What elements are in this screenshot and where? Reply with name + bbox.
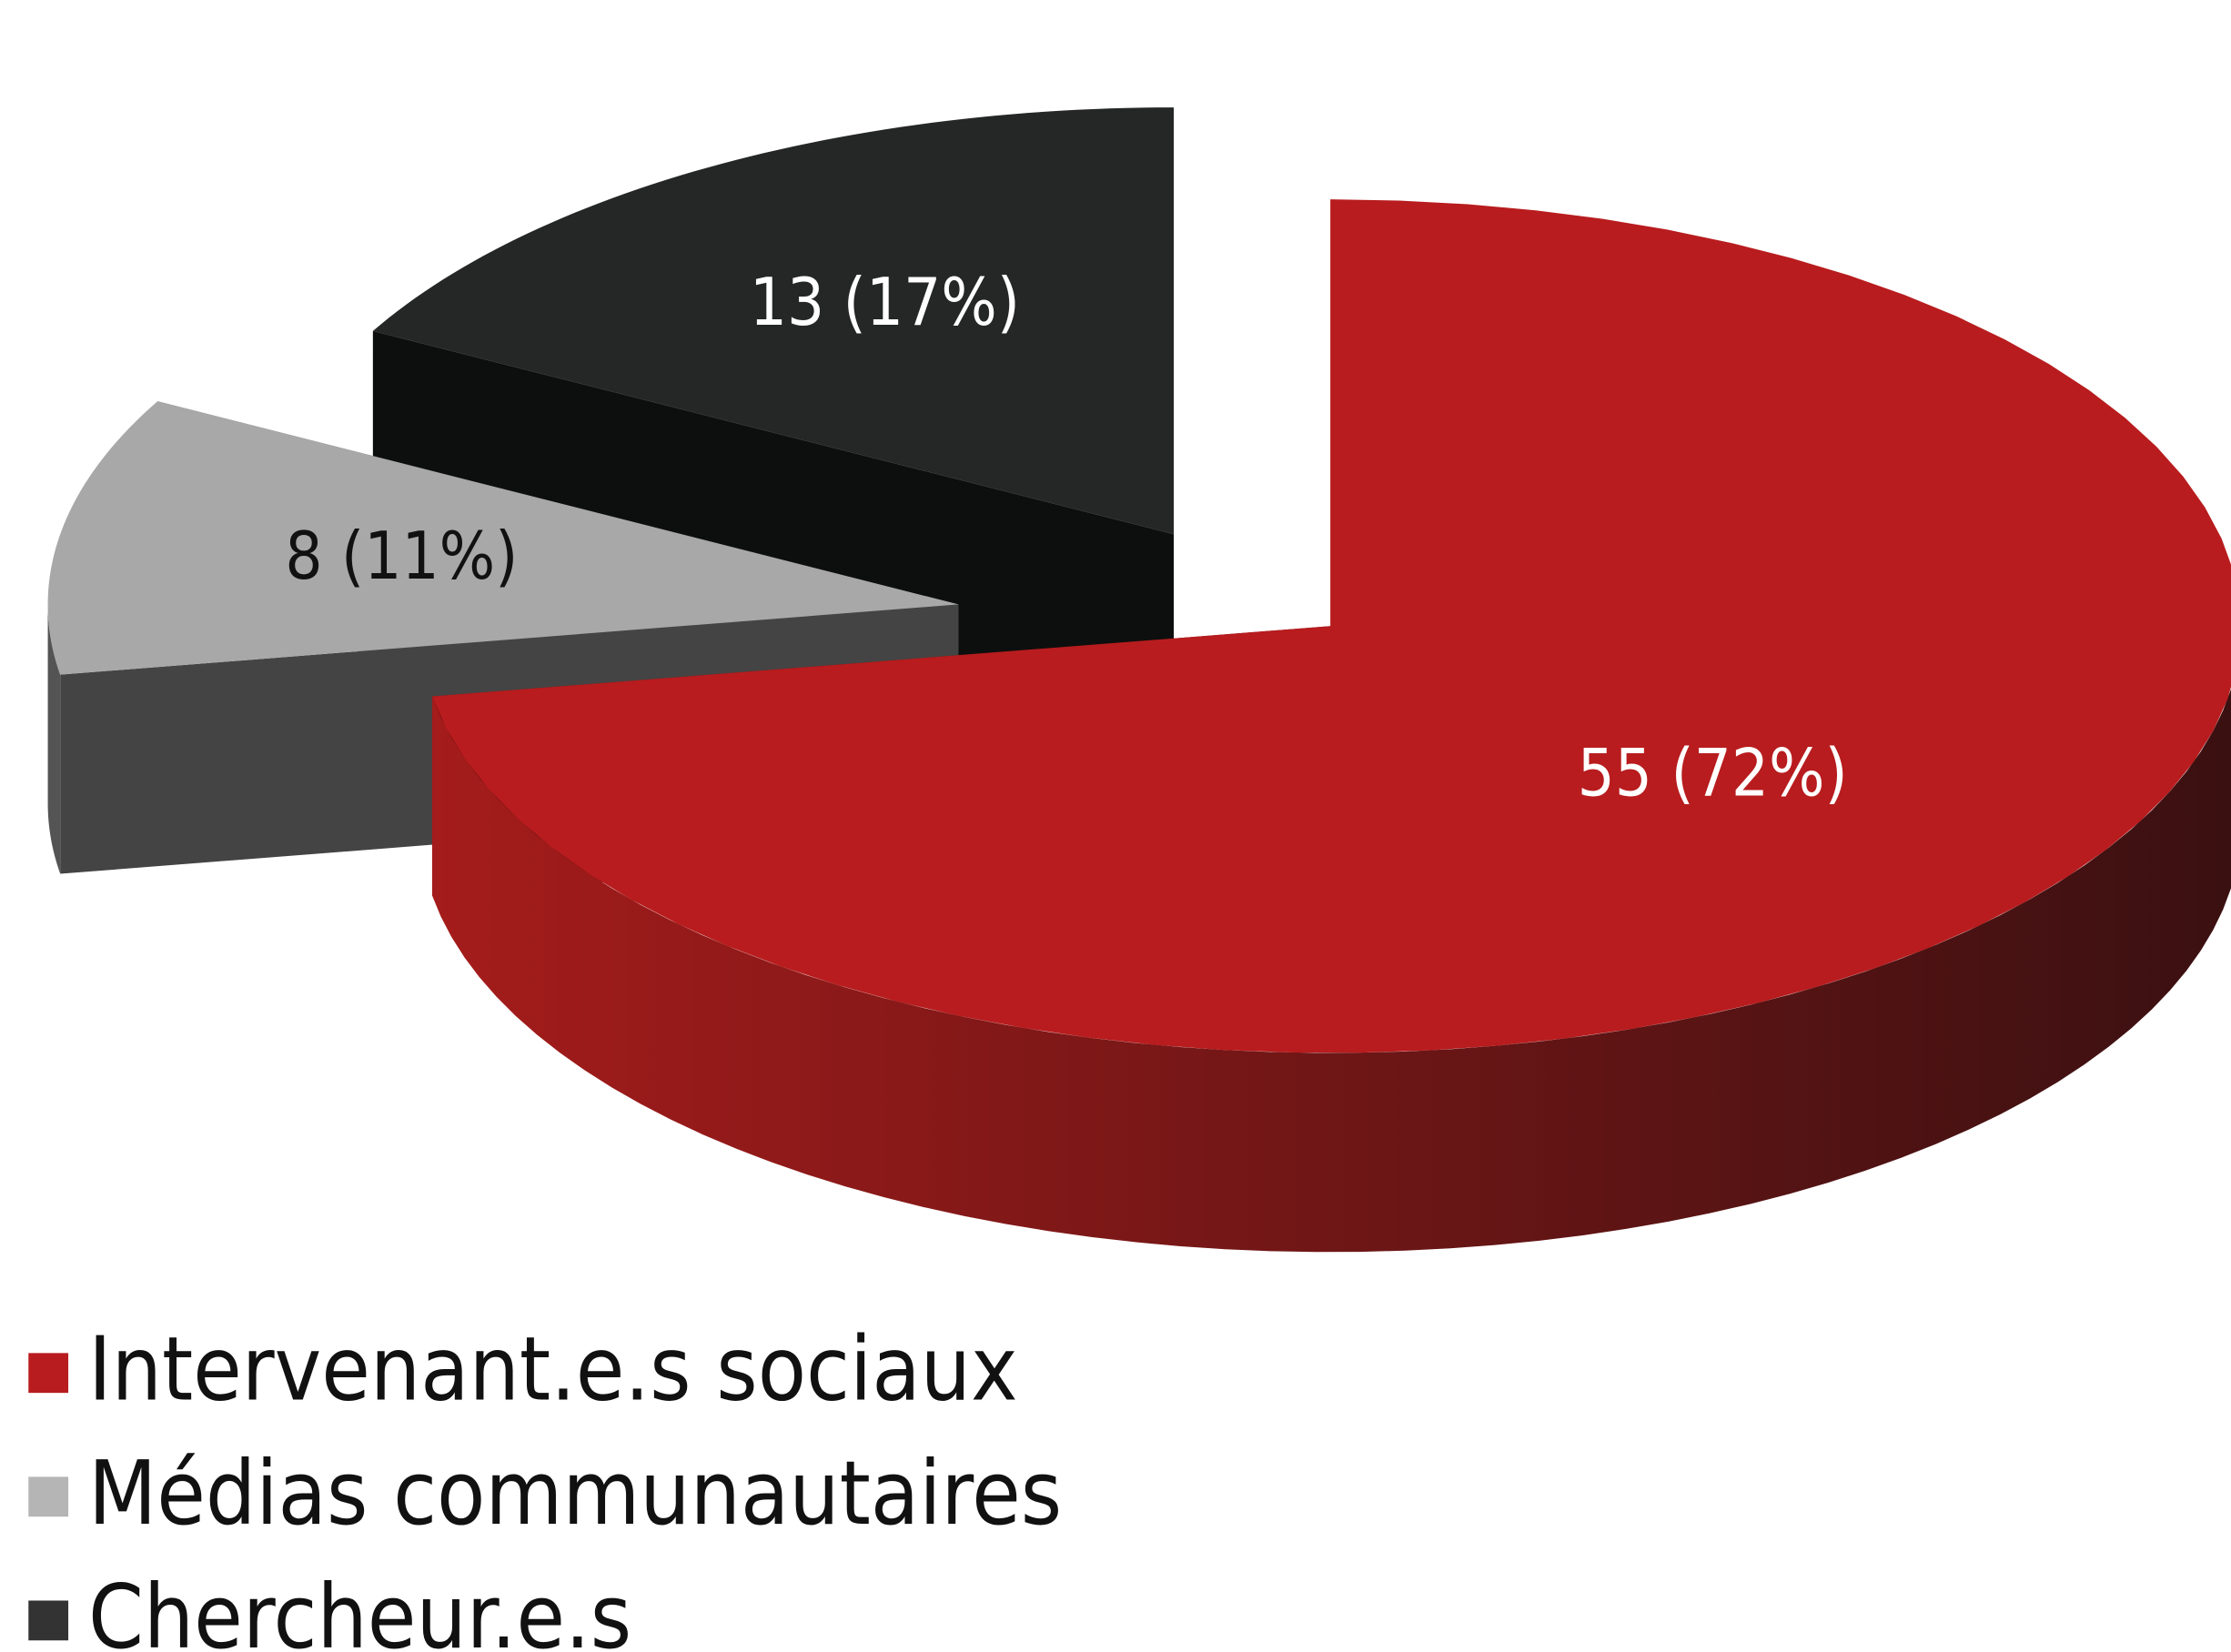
legend-swatch bbox=[28, 1353, 69, 1394]
slice-wall bbox=[372, 330, 1175, 734]
slice-side bbox=[431, 689, 2231, 1253]
data-label: 13 (17%) bbox=[750, 264, 1020, 340]
slice-top bbox=[431, 199, 2231, 1053]
slice-top bbox=[47, 401, 959, 675]
pie-slice bbox=[372, 107, 1175, 734]
legend-label: Intervenant.e.s sociaux bbox=[88, 1318, 1018, 1421]
legend-label: Chercheur.e.s bbox=[88, 1566, 631, 1652]
legend-swatch bbox=[28, 1600, 69, 1641]
legend-label: Médias communautaires bbox=[88, 1442, 1062, 1545]
legend-swatch bbox=[28, 1476, 69, 1517]
data-label: 8 (11%) bbox=[285, 518, 518, 594]
pie-slice bbox=[431, 199, 2231, 1253]
data-label: 55 (72%) bbox=[1578, 735, 1848, 811]
slice-top bbox=[372, 107, 1175, 535]
slice-side bbox=[47, 604, 61, 874]
